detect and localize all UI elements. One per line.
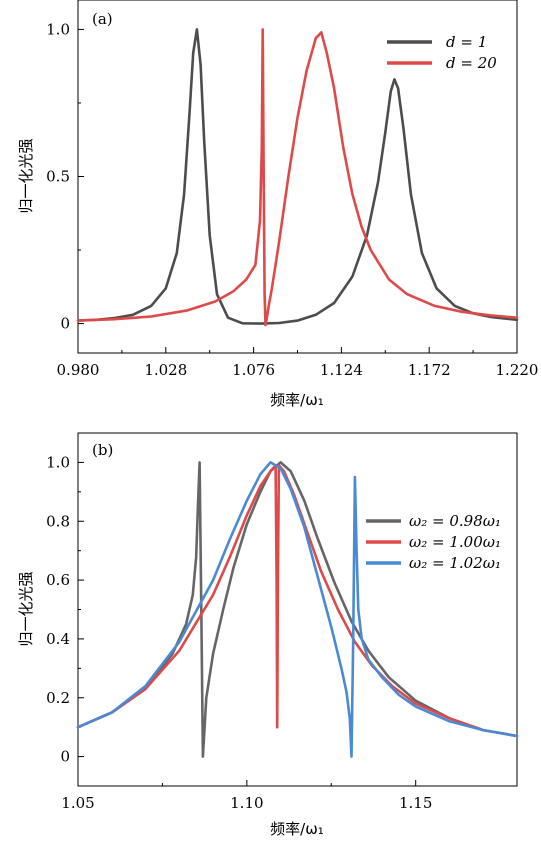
y-axis-label-b: 归一化光强 [17,571,35,646]
chart-panel-a: 0.980 1.028 1.076 1.124 1.172 1.220 0 0.5 1.0 (… [17,0,538,409]
legend-label-100: ω₂ = 1.00ω₁ [409,533,501,551]
x-tick-label: 0.980 [57,361,100,379]
y-tick-label: 1.0 [46,20,70,38]
y-tick-label: 0.2 [46,689,70,707]
x-tick-label: 1.172 [408,361,451,379]
series-line-a-1 [76,28,519,327]
y-tick-label: 0.6 [46,571,70,589]
legend-b: ω₂ = 0.98ω₁ ω₂ = 1.00ω₁ ω₂ = 1.02ω₁ [366,512,501,572]
x-axis-label-a: 频率/ω₁ [270,391,324,409]
chart-panel-b: 1.05 1.10 1.15 0 0.2 0.4 0.6 0.8 1.0 (b) ω₂ = 0… [17,432,519,838]
y-tick-label: 1.0 [46,453,70,471]
y-ticks-a: 0 0.5 1.0 [46,20,84,333]
series-line-b-0 [76,461,519,758]
series-line-a-0 [76,28,519,325]
series-group-b [76,461,519,758]
y-tick-label: 0.4 [46,630,70,648]
panel-label-a: (a) [92,10,113,28]
y-tick-label: 0 [60,315,70,333]
legend-label-d20: d = 20 [446,54,497,72]
x-tick-label: 1.15 [399,794,432,812]
y-tick-label: 0.5 [46,168,70,186]
x-ticks-b: 1.05 1.10 1.15 [61,780,432,812]
series-group-a [76,28,519,327]
x-tick-label: 1.028 [144,361,187,379]
plot-frame-a [77,0,518,354]
x-ticks-a: 0.980 1.028 1.076 1.124 1.172 1.220 [57,347,539,379]
x-tick-label: 1.10 [230,794,263,812]
legend-label-098: ω₂ = 0.98ω₁ [409,512,501,530]
y-axis-label-a: 归一化光强 [17,138,35,213]
x-tick-label: 1.220 [496,361,539,379]
legend-label-102: ω₂ = 1.02ω₁ [409,554,501,572]
x-tick-label: 1.076 [232,361,275,379]
x-tick-label: 1.05 [61,794,94,812]
y-tick-label: 0 [60,748,70,766]
x-axis-label-b: 频率/ω₁ [270,820,324,838]
legend-a: d = 1 d = 20 [387,33,497,72]
panel-label-b: (b) [92,441,113,459]
x-tick-label: 1.124 [320,361,363,379]
y-ticks-b: 0 0.2 0.4 0.6 0.8 1.0 [46,453,84,766]
legend-label-d1: d = 1 [446,33,487,51]
y-tick-label: 0.8 [46,512,70,530]
series-line-b-2 [76,461,519,758]
